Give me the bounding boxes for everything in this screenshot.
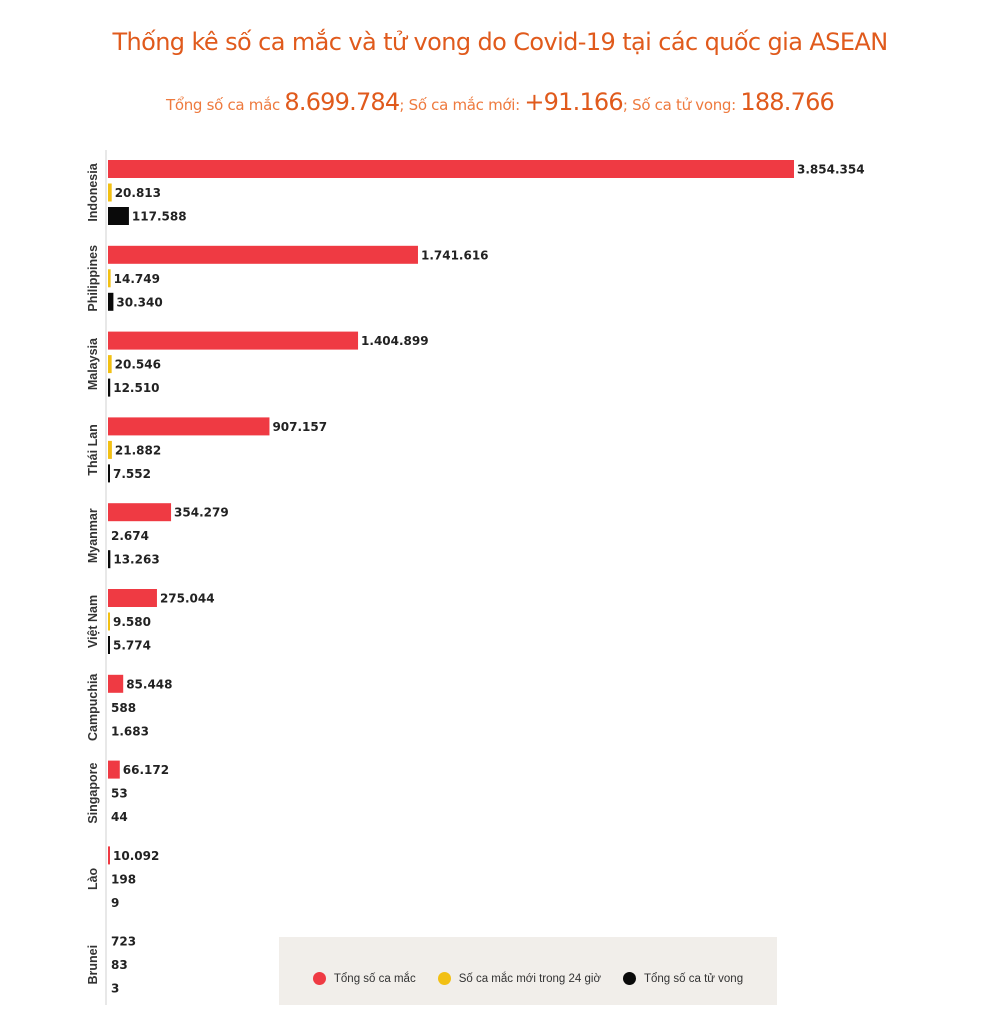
data-label: 83 [111, 958, 128, 972]
data-label: 12.510 [113, 381, 159, 395]
bar [108, 355, 112, 374]
category-label: Indonesia [86, 162, 100, 221]
bar [108, 269, 111, 288]
data-label: 7.552 [113, 467, 151, 481]
data-label: 44 [111, 810, 128, 824]
category-label: Lào [86, 867, 100, 890]
total-cases-label: Tổng số ca mắc [165, 96, 280, 114]
data-label: 354.279 [174, 506, 229, 520]
bar [108, 245, 418, 264]
new-cases-value: +91.166 [524, 88, 623, 116]
bar [108, 550, 111, 569]
legend-label: Tổng số ca tử vong [643, 972, 744, 985]
separator: ; [399, 96, 405, 114]
chart-subtitle: Tổng số ca mắc 8.699.784; Số ca mắc mới:… [0, 88, 1000, 116]
data-label: 21.882 [115, 443, 161, 457]
data-label: 3 [111, 982, 119, 996]
bar [108, 417, 270, 436]
data-label: 53 [111, 787, 128, 801]
new-cases-label: Số ca mắc mới: [408, 96, 521, 114]
data-label: 198 [111, 872, 136, 886]
bar [108, 440, 112, 459]
data-label: 907.157 [272, 420, 327, 434]
data-label: 275.044 [160, 592, 215, 606]
bar [108, 378, 111, 397]
data-label: 3.854.354 [797, 163, 865, 177]
legend-swatch-icon [622, 972, 636, 985]
bar [108, 292, 114, 311]
data-label: 9 [111, 896, 119, 910]
data-label: 20.546 [115, 358, 161, 372]
data-label: 2.674 [111, 529, 149, 543]
category-label: Brunei [86, 945, 100, 985]
bar [108, 207, 129, 225]
category-label: Malaysia [86, 337, 100, 390]
category-label: Philippines [86, 245, 100, 312]
data-label: 30.340 [116, 295, 162, 309]
legend-swatch-icon [312, 972, 326, 985]
legend-item-new-cases: Số ca mắc mới trong 24 giờ [437, 972, 601, 985]
data-label: 588 [111, 701, 136, 715]
bar [108, 760, 120, 779]
legend-item-total-cases: Tổng số ca mắc [312, 972, 416, 985]
bar [108, 464, 110, 483]
bar [108, 589, 157, 607]
bar [108, 846, 110, 865]
category-label: Việt Nam [86, 595, 100, 648]
data-label: 5.774 [113, 639, 151, 653]
legend-item-deaths: Tổng số ca tử vong [622, 972, 744, 985]
chart-title: Thống kê số ca mắc và tử vong do Covid-1… [112, 28, 888, 56]
legend-swatch-icon [437, 972, 451, 985]
category-label: Campuchia [86, 673, 100, 741]
category-label: Singapore [86, 762, 100, 823]
data-label: 13.263 [113, 553, 159, 567]
data-label: 1.683 [111, 724, 149, 738]
legend-label: Tổng số ca mắc [333, 972, 416, 985]
legend: Tổng số ca mắc Số ca mắc mới trong 24 gi… [279, 937, 777, 1005]
data-label: 10.092 [113, 849, 159, 863]
data-label: 20.813 [115, 186, 161, 200]
separator: ; [622, 96, 628, 114]
data-label: 117.588 [132, 210, 187, 224]
deaths-value: 188.766 [740, 88, 835, 116]
category-label: Thái Lan [86, 424, 100, 475]
bar [108, 612, 110, 631]
data-label: 9.580 [113, 615, 151, 629]
total-cases-value: 8.699.784 [284, 88, 400, 116]
data-label: 85.448 [126, 677, 172, 691]
bar [108, 503, 172, 522]
bar [108, 160, 794, 178]
data-label: 14.749 [114, 272, 160, 286]
bar [108, 183, 112, 202]
data-label: 66.172 [123, 763, 169, 777]
data-label: 1.404.899 [361, 334, 429, 348]
bar [108, 636, 110, 654]
bar [108, 331, 359, 350]
deaths-label: Số ca tử vong: [632, 96, 736, 114]
data-label: 1.741.616 [421, 248, 489, 262]
bar [108, 674, 124, 693]
legend-label: Số ca mắc mới trong 24 giờ [458, 972, 601, 985]
category-label: Myanmar [86, 508, 100, 563]
data-label: 723 [111, 935, 136, 949]
